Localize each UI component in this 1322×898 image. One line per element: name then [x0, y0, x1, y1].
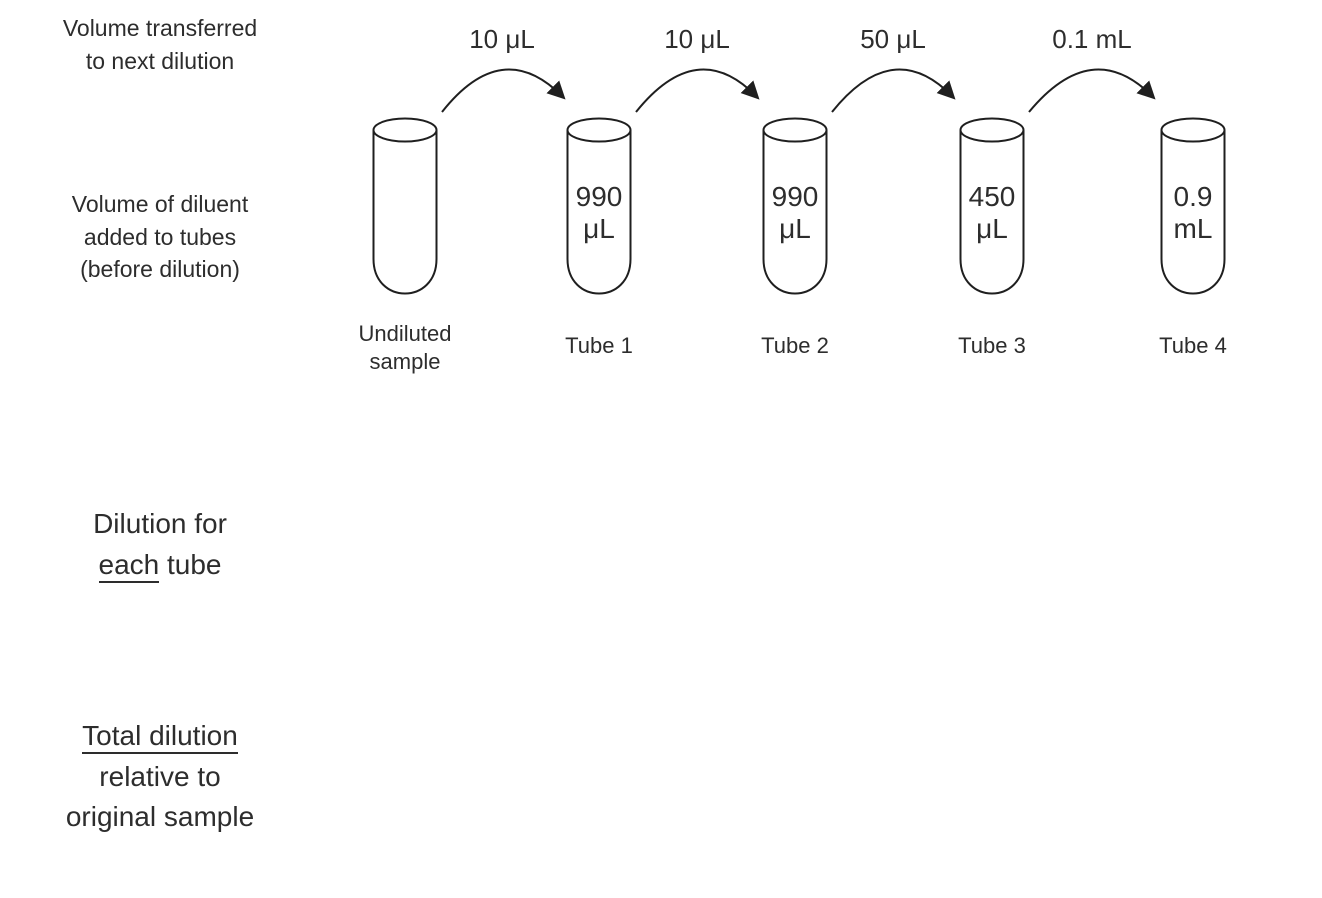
tube-undiluted-sample — [371, 117, 439, 309]
tube-3: 450 μL — [958, 117, 1026, 309]
test-tube-icon — [372, 117, 438, 295]
test-tube-icon — [959, 117, 1025, 295]
total-dilution-underlined: Total dilution — [82, 720, 238, 754]
tube-name-undiluted-sample: Undiluted sample — [358, 321, 452, 374]
tube-1: 990 μL — [565, 117, 633, 309]
tube-name-2: Tube 2 — [761, 333, 829, 358]
transfer-arrow-3 — [831, 68, 956, 113]
row-label-dilution-each-tube: Dilution for each tube — [20, 504, 300, 585]
transfer-volume-label-3: 50 μL — [860, 24, 926, 54]
tube-name-1: Tube 1 — [565, 333, 633, 358]
row-label-total-dilution: Total dilution relative to original samp… — [20, 716, 300, 838]
dilution-each-underlined-word: each — [98, 548, 160, 583]
test-tube-icon — [1160, 117, 1226, 295]
tube-volume-text: 990 μL — [771, 181, 819, 245]
test-tube-icon — [762, 117, 828, 295]
tube-name-3: Tube 3 — [958, 333, 1026, 358]
dilution-each-line1: Dilution for — [93, 508, 227, 539]
tube-2: 990 μL — [761, 117, 829, 309]
tube-volume-text: 990 μL — [575, 181, 623, 245]
test-tube-icon — [566, 117, 632, 295]
total-dilution-line2: relative to — [99, 760, 221, 792]
transfer-arrows — [441, 68, 1156, 113]
transfer-arrow-1 — [441, 68, 566, 113]
total-dilution-line3: original sample — [65, 801, 255, 833]
row-label-volume-transferred: Volume transferred to next dilution — [62, 15, 258, 74]
row-label-volume-diluent: Volume of diluent added to tubes (before… — [71, 191, 249, 283]
transfer-volume-label-1: 10 μL — [469, 24, 535, 54]
transfer-arrow-4 — [1028, 68, 1156, 113]
dilution-each-rest: tube — [159, 548, 222, 580]
tube-name-4: Tube 4 — [1159, 333, 1227, 358]
tube-volume-text: 0.9 mL — [1173, 181, 1213, 245]
tube-volume-text: 450 μL — [968, 181, 1016, 245]
transfer-arrow-2 — [635, 68, 760, 113]
tube-4: 0.9 mL — [1159, 117, 1227, 309]
transfer-volume-label-2: 10 μL — [664, 24, 730, 54]
transfer-volume-label-4: 0.1 mL — [1052, 24, 1132, 54]
